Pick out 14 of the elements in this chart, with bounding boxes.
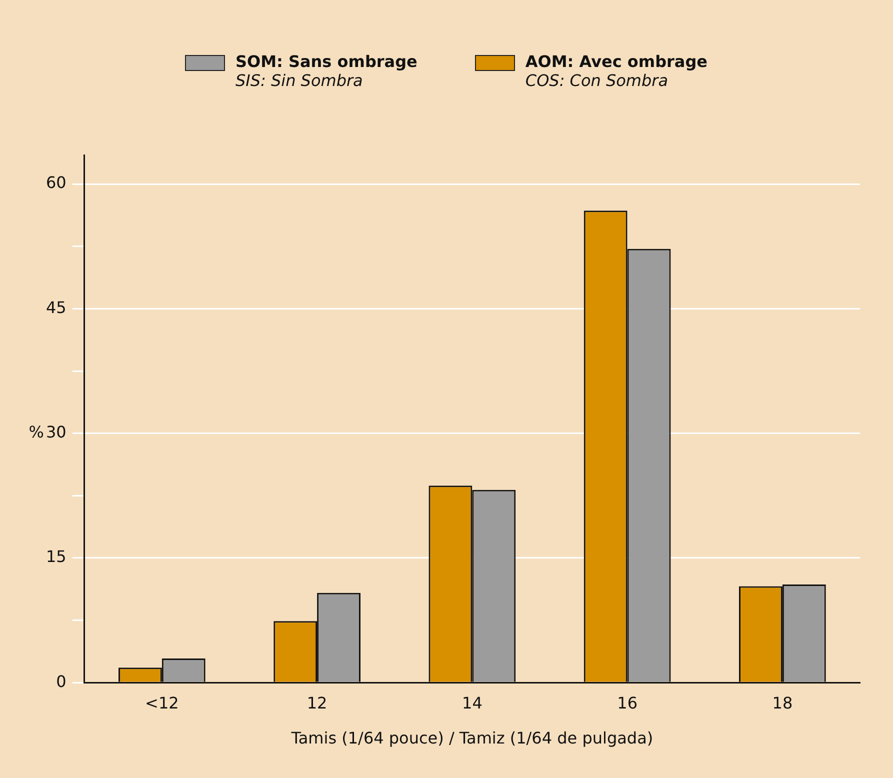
legend-label: AOM: Avec ombrage COS: Con Sombra (525, 52, 708, 90)
y-tick-label: 60 (46, 173, 66, 192)
x-tick-label: <12 (145, 693, 179, 712)
y-tick-label: 15 (46, 547, 66, 566)
legend-label: SOM: Sans ombrage SIS: Sin Sombra (235, 52, 418, 90)
x-tick-label: 18 (772, 693, 793, 712)
x-tick-label: 14 (462, 693, 482, 712)
x-tick-label: 12 (306, 693, 328, 712)
y-tick-label: 0 (56, 672, 66, 691)
x-axis-title: Tamis (1/64 pouce) / Tamiz (1/64 de pulgada) (290, 728, 654, 748)
y-tick-label: 45 (46, 298, 66, 317)
y-axis-title: % (28, 422, 44, 442)
y-tick-label: 30 (46, 422, 66, 442)
x-tick-label: 16 (617, 693, 638, 712)
